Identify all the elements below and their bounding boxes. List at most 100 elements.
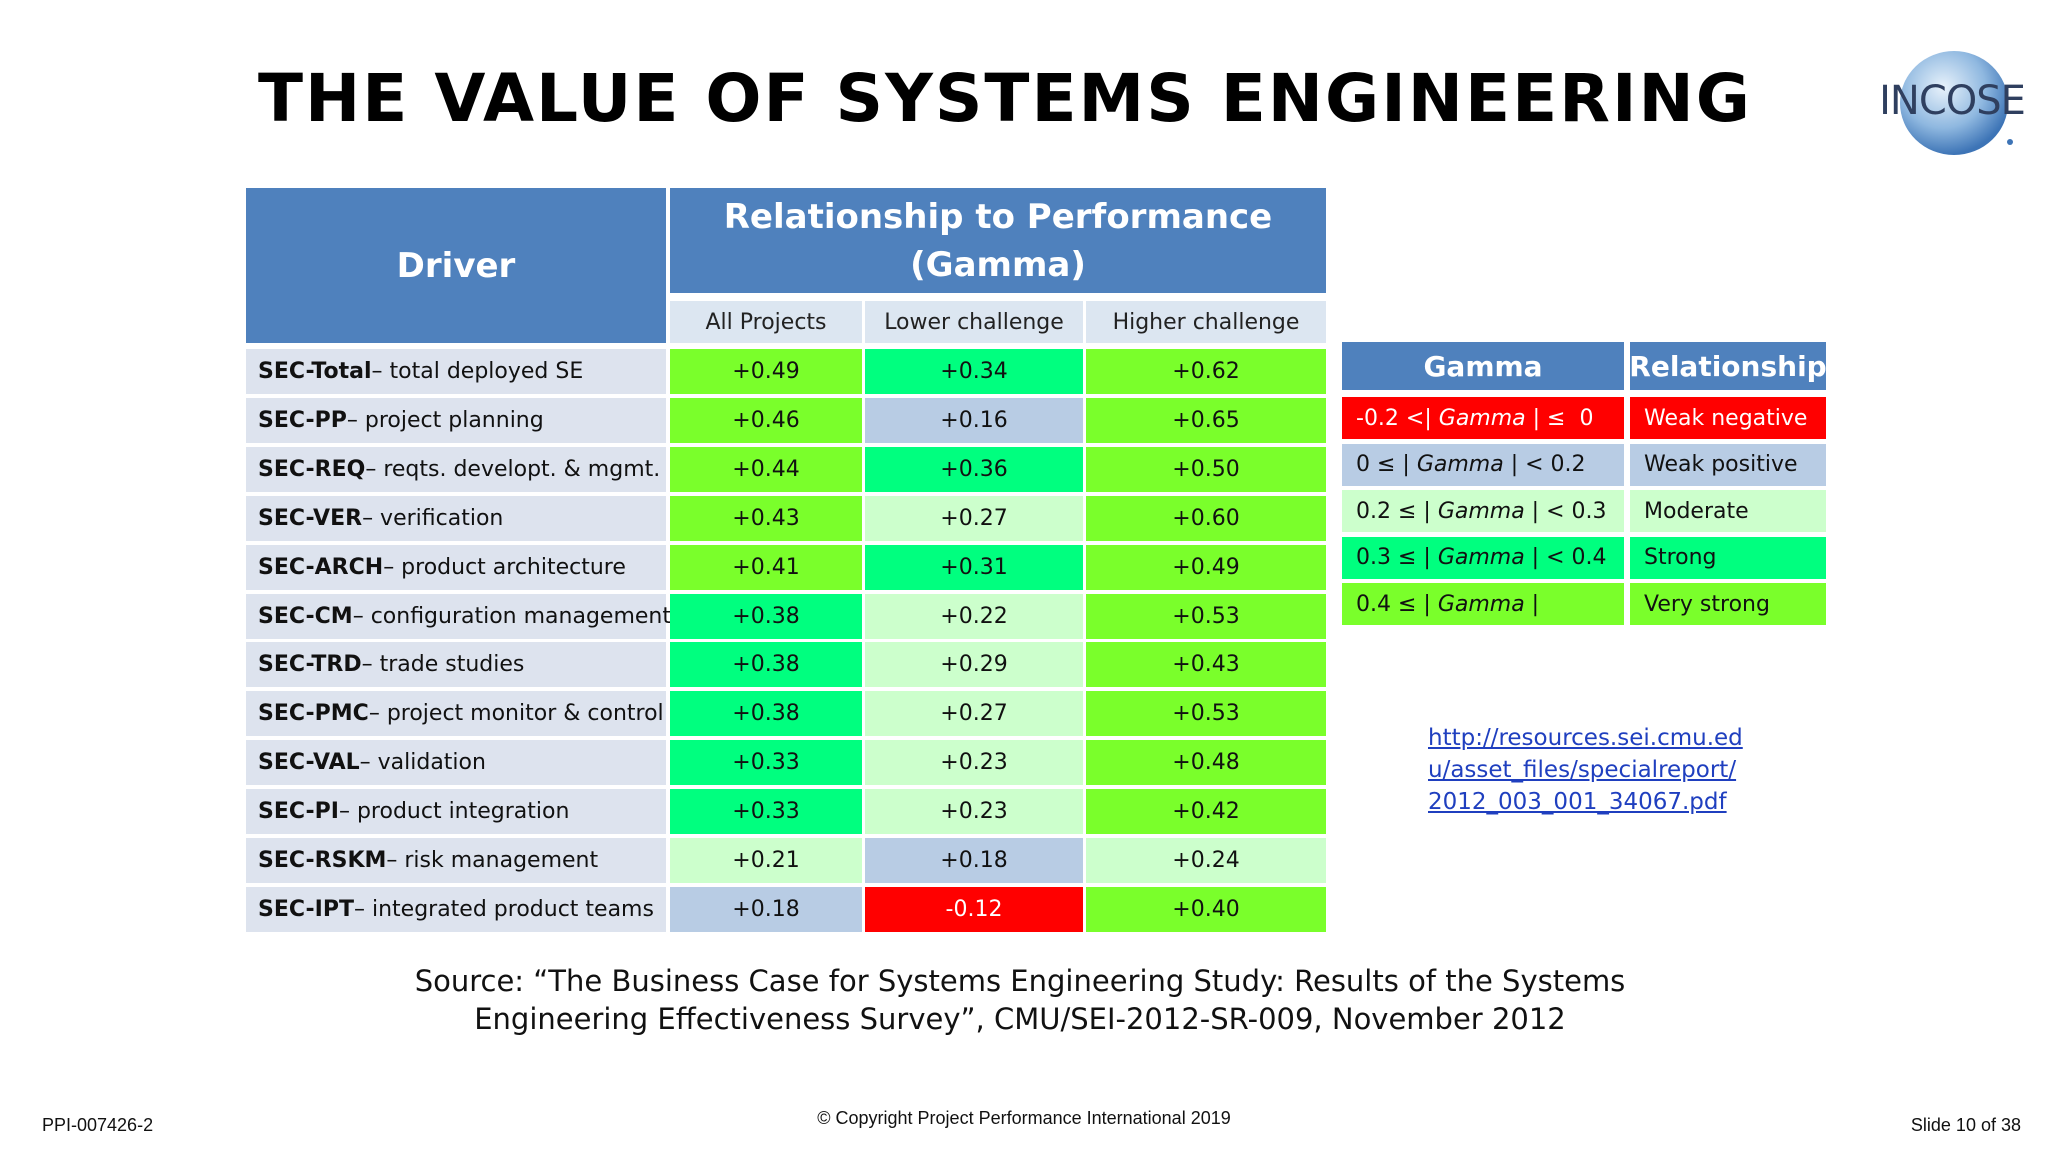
gamma-value: +0.60	[1086, 496, 1326, 541]
driver-label: SEC-PP – project planning	[246, 398, 666, 443]
gamma-value: +0.43	[670, 496, 862, 541]
driver-description: – product architecture	[383, 555, 626, 580]
gamma-value: +0.49	[670, 349, 862, 394]
report-link[interactable]: http://resources.sei.cmu.edu/asset_files…	[1428, 725, 1743, 815]
gamma-value: +0.34	[865, 349, 1083, 394]
document-id: PPI-007426-2	[42, 1115, 154, 1135]
legend-range: 0 ≤ | Gamma | < 0.2	[1342, 443, 1624, 486]
range-suffix: | < 0.4	[1524, 545, 1607, 570]
range-prefix: -0.2 <|	[1356, 405, 1439, 431]
driver-label: SEC-ARCH – product architecture	[246, 545, 666, 590]
driver-description: – total deployed SE	[371, 359, 584, 384]
legend-relationship: Weak positive	[1630, 443, 1826, 486]
range-suffix: | ≤ 0	[1525, 405, 1594, 431]
range-suffix: |	[1524, 591, 1540, 617]
range-prefix: 0 ≤ |	[1356, 452, 1417, 477]
driver-description: – validation	[359, 750, 486, 775]
driver-description: – configuration management	[352, 604, 671, 629]
gamma-value: +0.21	[670, 838, 862, 883]
driver-code: SEC-PP	[258, 408, 347, 433]
gamma-value: +0.16	[865, 398, 1083, 443]
globe-icon	[1900, 51, 2013, 155]
range-prefix: 0.4 ≤ |	[1356, 591, 1438, 617]
performance-header: Relationship to Performance (Gamma)	[670, 188, 1326, 293]
gamma-value: +0.27	[865, 691, 1083, 736]
driver-description: – risk management	[386, 848, 599, 873]
driver-description: – trade studies	[361, 652, 525, 677]
legend-gamma-header: Gamma	[1342, 342, 1624, 390]
legend-relationship: Strong	[1630, 536, 1826, 579]
driver-label: SEC-CM – configuration management	[246, 594, 671, 639]
range-gamma: Gamma	[1416, 452, 1504, 477]
gamma-value: +0.53	[1086, 594, 1326, 639]
gamma-value: +0.18	[670, 887, 862, 932]
gamma-value: +0.23	[865, 740, 1083, 785]
gamma-value: +0.29	[865, 642, 1083, 687]
gamma-value: +0.22	[865, 594, 1083, 639]
driver-label: SEC-PMC – project monitor & control	[246, 691, 666, 736]
logo-wordmark: INCOSE	[1879, 78, 2026, 124]
driver-description: – project planning	[346, 408, 544, 433]
incose-logo: INCOSE	[1872, 48, 2032, 158]
gamma-value: +0.31	[865, 545, 1083, 590]
gamma-value: +0.44	[670, 447, 862, 492]
source-line-2: Engineering Effectiveness Survey”, CMU/S…	[474, 1002, 1566, 1036]
driver-label: SEC-Total – total deployed SE	[246, 349, 666, 394]
driver-label: SEC-TRD – trade studies	[246, 642, 666, 687]
gamma-value: +0.46	[670, 398, 862, 443]
driver-description: – integrated product teams	[353, 897, 654, 922]
driver-code: SEC-REQ	[258, 457, 366, 482]
driver-label: SEC-VAL – validation	[246, 740, 666, 785]
gamma-value: +0.36	[865, 447, 1083, 492]
gamma-value: +0.40	[1086, 887, 1326, 932]
legend-range: 0.2 ≤ | Gamma | < 0.3	[1342, 490, 1624, 532]
gamma-value: +0.38	[670, 691, 862, 736]
driver-label: SEC-REQ – reqts. developt. & mgmt.	[246, 447, 666, 492]
driver-code: SEC-PI	[258, 799, 339, 824]
column-header: All Projects	[670, 301, 862, 343]
driver-code: SEC-RSKM	[258, 848, 387, 873]
gamma-value: +0.65	[1086, 398, 1326, 443]
range-prefix: 0.2 ≤ |	[1356, 498, 1438, 524]
gamma-value: -0.12	[865, 887, 1083, 932]
slide-title: THE VALUE OF SYSTEMS ENGINEERING	[258, 60, 1752, 137]
source-citation: Source: “The Business Case for Systems E…	[300, 962, 1740, 1038]
range-gamma: Gamma	[1437, 498, 1525, 524]
gamma-value: +0.43	[1086, 642, 1326, 687]
driver-label: SEC-VER – verification	[246, 496, 666, 541]
gamma-value: +0.33	[670, 740, 862, 785]
range-gamma: Gamma	[1438, 405, 1526, 431]
performance-header-line-1: Relationship to Performance	[723, 196, 1273, 237]
copyright-notice: © Copyright Project Performance Internat…	[817, 1108, 1231, 1128]
range-prefix: 0.3 ≤ |	[1356, 545, 1438, 570]
driver-label: SEC-IPT – integrated product teams	[246, 887, 666, 932]
gamma-value: +0.38	[670, 642, 862, 687]
driver-code: SEC-PMC	[258, 701, 369, 726]
gamma-value: +0.41	[670, 545, 862, 590]
legend-range: 0.3 ≤ | Gamma | < 0.4	[1342, 536, 1624, 579]
performance-header-line-2: (Gamma)	[910, 244, 1086, 285]
gamma-value: +0.24	[1086, 838, 1326, 883]
source-line-1: Source: “The Business Case for Systems E…	[414, 964, 1626, 998]
gamma-value: +0.38	[670, 594, 862, 639]
gamma-value: +0.62	[1086, 349, 1326, 394]
range-suffix: | < 0.2	[1503, 452, 1586, 477]
driver-code: SEC-VAL	[258, 750, 360, 775]
driver-code: SEC-ARCH	[258, 555, 384, 580]
driver-description: – project monitor & control	[368, 701, 664, 726]
range-suffix: | < 0.3	[1524, 498, 1607, 524]
column-header: Higher challenge	[1086, 301, 1326, 343]
gamma-value: +0.49	[1086, 545, 1326, 590]
driver-code: SEC-IPT	[258, 897, 354, 922]
driver-code: SEC-Total	[258, 359, 372, 384]
legend-range: 0.4 ≤ | Gamma |	[1342, 583, 1624, 625]
driver-code: SEC-CM	[258, 604, 353, 629]
range-gamma: Gamma	[1437, 591, 1525, 617]
range-gamma: Gamma	[1437, 545, 1525, 570]
driver-code: SEC-TRD	[258, 652, 362, 677]
gamma-value: +0.18	[865, 838, 1083, 883]
gamma-value: +0.50	[1086, 447, 1326, 492]
gamma-value: +0.33	[670, 789, 862, 834]
column-header: Lower challenge	[865, 301, 1083, 343]
driver-header: Driver	[246, 188, 666, 343]
